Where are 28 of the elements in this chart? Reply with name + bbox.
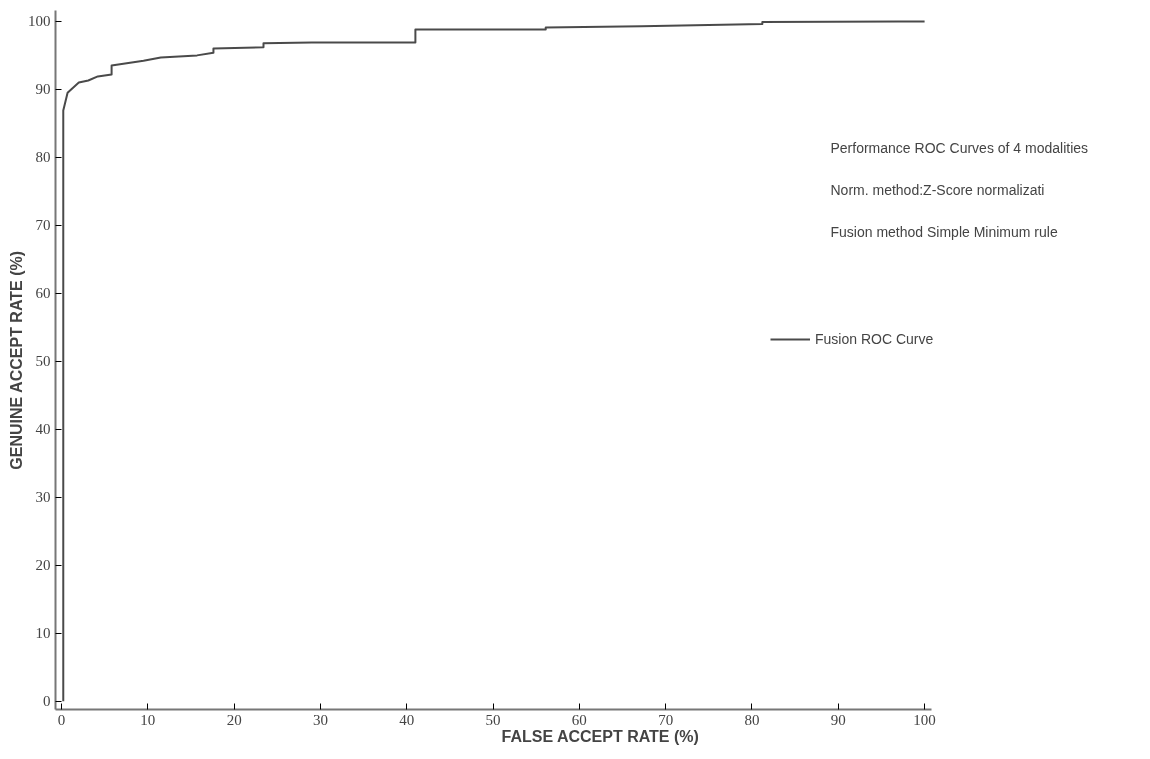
y-tick-label: 60 — [35, 285, 51, 302]
y-tick-label: 90 — [35, 81, 51, 98]
y-tick-label: 0 — [43, 693, 51, 710]
x-tick-label: 70 — [658, 711, 674, 728]
x-tick-label: 40 — [399, 711, 415, 728]
legend-label: Fusion ROC Curve — [815, 331, 934, 347]
x-axis-title: FALSE ACCEPT RATE (%) — [501, 727, 699, 745]
x-tick-label: 100 — [913, 711, 936, 728]
x-tick-label: 80 — [744, 711, 760, 728]
x-tick-label: 0 — [57, 711, 66, 728]
x-tick-label: 90 — [830, 711, 846, 728]
y-tick-label: 100 — [28, 13, 51, 30]
y-tick-label: 40 — [35, 421, 51, 438]
x-tick-label: 60 — [571, 711, 587, 728]
x-tick-label: 20 — [226, 711, 242, 728]
y-tick-label: 80 — [35, 149, 51, 166]
x-tick-label: 30 — [312, 711, 328, 728]
y-tick-label: 10 — [35, 625, 51, 642]
annotation: Norm. method:Z-Score normalizati — [830, 181, 1045, 198]
y-tick-label: 50 — [35, 353, 51, 370]
x-tick-label: 10 — [140, 711, 156, 728]
y-tick-label: 70 — [35, 217, 51, 234]
x-tick-label: 50 — [485, 711, 501, 728]
y-tick-label: 20 — [35, 557, 51, 574]
annotation: Fusion method Simple Minimum rule — [830, 223, 1058, 240]
annotation: Performance ROC Curves of 4 modalities — [830, 139, 1089, 156]
y-tick-label: 30 — [35, 489, 51, 506]
y-axis-title: GENUINE ACCEPT RATE (%) — [8, 250, 25, 470]
